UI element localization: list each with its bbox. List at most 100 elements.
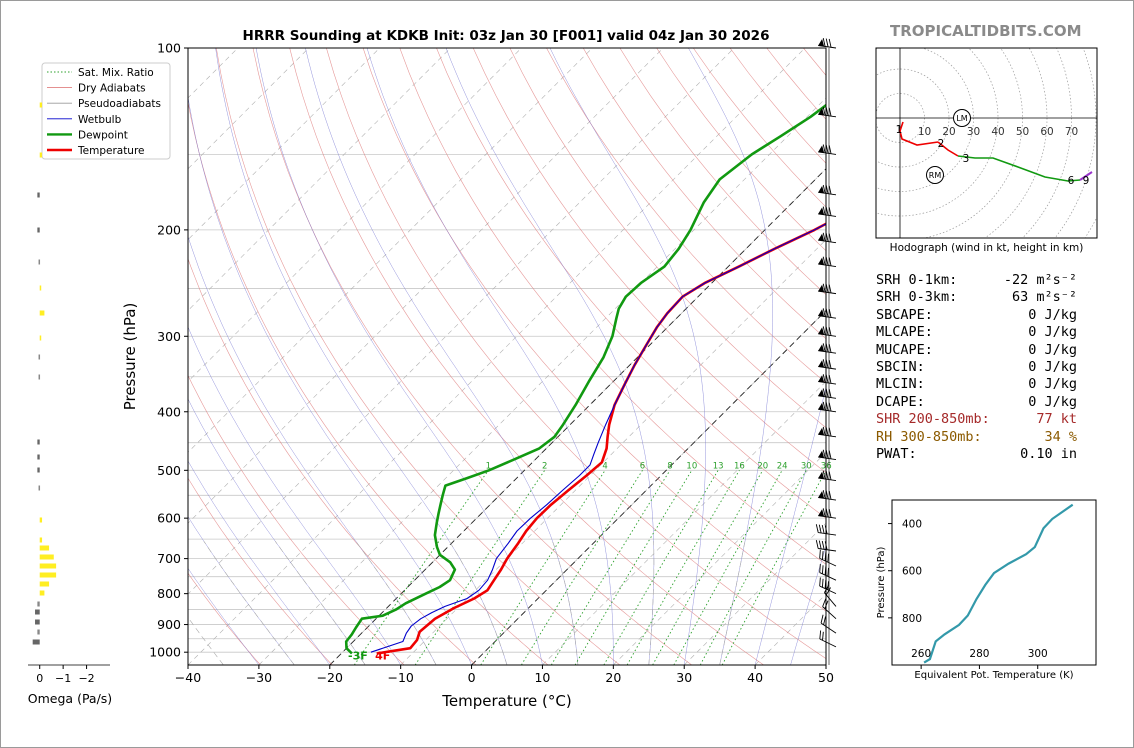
stat-row-sbcin: SBCIN: 0 J/kg (876, 359, 1106, 376)
barb-flag (818, 402, 825, 411)
barb-feather (828, 427, 832, 437)
legend-label: Dry Adiabats (78, 83, 146, 95)
theta-e-x-tick-label: 280 (969, 648, 989, 660)
stat-value: 0 J/kg (1028, 358, 1077, 375)
barb-feather (828, 509, 832, 518)
barb-feather (815, 540, 819, 549)
omega-bar (39, 152, 43, 158)
wind-barb (818, 343, 837, 354)
theta-e-y-tick-label: 600 (902, 566, 922, 578)
hodo-trace-3-9km (957, 155, 1081, 182)
wind-barb (820, 614, 837, 634)
mixing-ratio-label: 30 (801, 461, 812, 471)
omega-bar (38, 374, 41, 380)
mixing-ratio-line (480, 470, 606, 665)
barb-feather (828, 207, 832, 216)
barb-feather (822, 326, 826, 335)
hodo-ring-label: 50 (1016, 126, 1029, 138)
barb-feather (825, 233, 829, 242)
legend: Sat. Mix. Ratio Dry Adiabats Pseudoadiabat… (41, 62, 171, 160)
barb-flag (818, 207, 825, 215)
hodo-trace-upper (1079, 171, 1093, 181)
storm-motion-marker (953, 109, 971, 127)
barb-staff (818, 113, 837, 118)
barb-feather (828, 490, 832, 500)
stat-value: 0 J/kg (1028, 306, 1077, 323)
wind-barb-glyph (819, 630, 837, 648)
barb-feather (825, 490, 829, 500)
barb-feather (822, 426, 826, 436)
hodo-trace-0-2km (899, 121, 939, 146)
theta-e-x-tick-label: 260 (911, 648, 931, 660)
barb-flag (818, 427, 825, 436)
barb-staff (820, 622, 837, 634)
barb-feather (824, 541, 828, 550)
wind-barb-glyph (822, 598, 837, 619)
hodograph-area (876, 48, 1097, 238)
wind-barb-glyph (818, 326, 837, 337)
y-tick-label: 700 (157, 551, 181, 566)
wind-barb-glyph (818, 359, 837, 370)
wind-barb (818, 184, 837, 196)
barb-staff (818, 433, 837, 438)
omega-bar (39, 581, 50, 587)
isotherm-line (258, 97, 826, 665)
y-tick-label: 800 (157, 586, 181, 601)
barb-staff (818, 408, 837, 413)
dry-adiabat-line (546, 48, 826, 384)
isotherm-line (188, 48, 735, 595)
barb-feather (828, 402, 832, 412)
stat-row-pwat: PWAT: 0.10 in (876, 446, 1106, 463)
zero-isotherm-line (471, 309, 826, 665)
barb-staff (818, 191, 837, 196)
mixing-ratio-line (550, 470, 671, 665)
barb-staff (819, 638, 837, 648)
omega-bar (38, 485, 41, 491)
omega-bar (38, 259, 41, 265)
mixing-ratio-line (626, 470, 740, 665)
stat-row-mlcin: MLCIN: 0 J/kg (876, 376, 1106, 393)
barb-feather (825, 206, 829, 216)
barb-staff (818, 477, 837, 482)
stat-row-dcape: DCAPE: 0 J/kg (876, 394, 1106, 411)
wind-barb (818, 256, 837, 268)
pseudoadiabat-line (203, 541, 295, 665)
surface-temp-label: 4F (375, 650, 390, 663)
wind-barb (818, 374, 837, 385)
barb-flag (818, 107, 825, 116)
barb-feather (822, 359, 826, 368)
barb-feather (821, 578, 824, 588)
moist-adiabat-line (305, 48, 579, 665)
omega-bar (39, 545, 50, 551)
theta-e-profile-line (923, 503, 1074, 664)
dry-adiabat-line (252, 48, 692, 665)
hodo-ring-label: 40 (991, 126, 1004, 138)
barb-feather (824, 566, 827, 576)
omega-x-tick-label: −2 (78, 672, 94, 685)
wind-barb (818, 308, 837, 319)
minus20-isotherm-line (329, 168, 826, 665)
barb-staff (818, 239, 837, 244)
y-tick-label: 200 (157, 222, 181, 237)
dry-adiabat-line (188, 572, 261, 665)
barb-feather (818, 540, 822, 550)
barb-feather (824, 600, 829, 609)
x-tick-label: 10 (534, 670, 550, 685)
stat-value: 0 J/kg (1028, 393, 1077, 410)
wind-barb-glyph (818, 184, 837, 196)
barb-staff (818, 381, 837, 385)
stat-value: 0 J/kg (1028, 341, 1077, 358)
hodo-frame (875, 47, 1098, 239)
omega-bar (39, 335, 42, 341)
dry-adiabat-line (188, 477, 333, 665)
barb-feather (822, 256, 826, 266)
storm-motion-label: LM (956, 114, 967, 123)
barb-feather (822, 490, 826, 499)
omega-bar (37, 192, 40, 198)
barb-staff (818, 456, 837, 461)
omega-bar (32, 639, 40, 645)
stat-label: MLCIN: (876, 376, 925, 393)
stat-row-sbcape: SBCAPE: 0 J/kg (876, 307, 1106, 324)
legend-label: Dewpoint (78, 129, 128, 141)
x-tick-label: 40 (747, 670, 763, 685)
